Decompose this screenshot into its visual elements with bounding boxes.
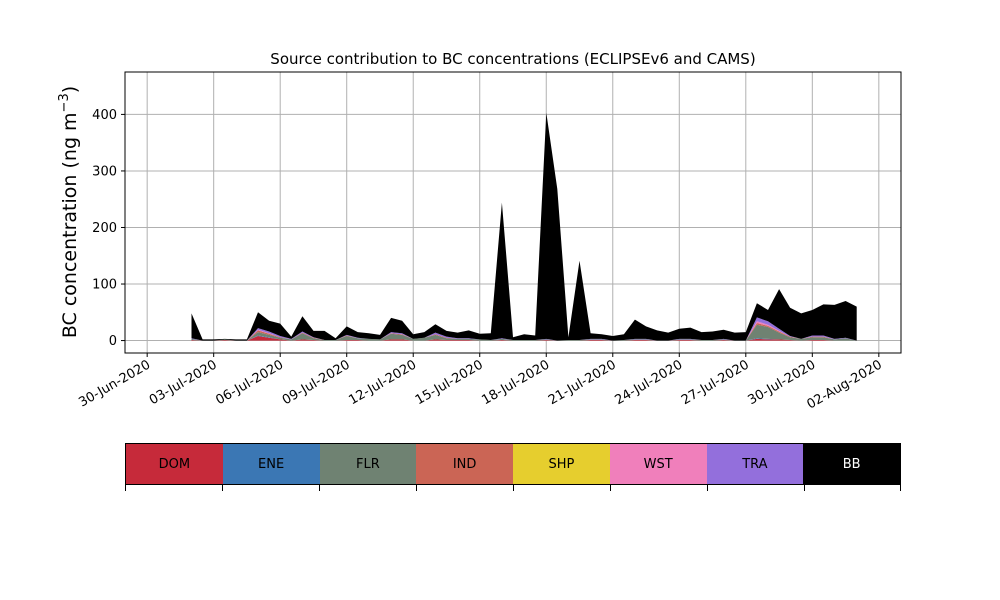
y-axis-label: BC concentration (ng m−3) — [57, 86, 81, 338]
x-tick-label: 12-Jul-2020 — [346, 357, 419, 408]
x-tick-label: 18-Jul-2020 — [479, 357, 552, 408]
y-tick-label: 400 — [92, 108, 117, 123]
legend-tick-mark — [125, 485, 126, 491]
color-legend: DOM ENE FLR IND SHP WST TRA BB — [125, 443, 901, 485]
legend-item-shp: SHP — [513, 444, 610, 484]
y-tick-label: 200 — [92, 221, 117, 236]
legend-item-ene: ENE — [222, 444, 320, 484]
legend-tick-mark — [222, 485, 223, 491]
area-flr — [191, 324, 857, 341]
area-bb — [191, 112, 857, 341]
y-tick-label: 100 — [92, 278, 117, 293]
x-tick-label: 27-Jul-2020 — [679, 357, 752, 408]
y-tick-label: 300 — [92, 164, 117, 179]
x-tick-label: 30-Jun-2020 — [76, 357, 153, 410]
legend-tick-mark — [707, 485, 708, 491]
legend-tick-mark — [610, 485, 611, 491]
y-axis-label-close: ) — [59, 86, 81, 93]
legend-tick-mark — [513, 485, 514, 491]
stacked-area-layers — [191, 112, 857, 341]
x-tick-label: 03-Jul-2020 — [147, 357, 220, 408]
legend-item-bb: BB — [803, 444, 900, 484]
y-tick-label: 0 — [109, 334, 117, 349]
legend-item-wst: WST — [609, 444, 707, 484]
legend-item-flr: FLR — [319, 444, 417, 484]
y-axis-label-exponent: −3 — [57, 93, 72, 112]
x-tick-label: 02-Aug-2020 — [804, 357, 884, 412]
axis-ticks: 0 100 200 300 400 30-Jun-202003-Jul-202006-Ju… — [76, 108, 884, 413]
legend-ticks — [125, 485, 901, 491]
legend-tick-mark — [416, 485, 417, 491]
legend-tick-mark — [804, 485, 805, 491]
legend-item-ind: IND — [416, 444, 513, 484]
legend-tick-mark — [900, 485, 901, 491]
legend-tick-mark — [319, 485, 320, 491]
legend-item-dom: DOM — [126, 444, 223, 484]
legend-item-tra: TRA — [706, 444, 804, 484]
x-tick-label: 24-Jul-2020 — [612, 357, 685, 408]
y-axis-label-main: BC concentration (ng m — [59, 112, 81, 338]
plot-frame — [124, 71, 902, 354]
x-tick-label: 21-Jul-2020 — [546, 357, 619, 408]
area-dom — [191, 336, 857, 341]
chart-title: Source contribution to BC concentrations… — [270, 50, 755, 68]
x-tick-label: 15-Jul-2020 — [413, 357, 486, 408]
x-tick-label: 09-Jul-2020 — [280, 357, 353, 408]
x-tick-label: 06-Jul-2020 — [213, 357, 286, 408]
